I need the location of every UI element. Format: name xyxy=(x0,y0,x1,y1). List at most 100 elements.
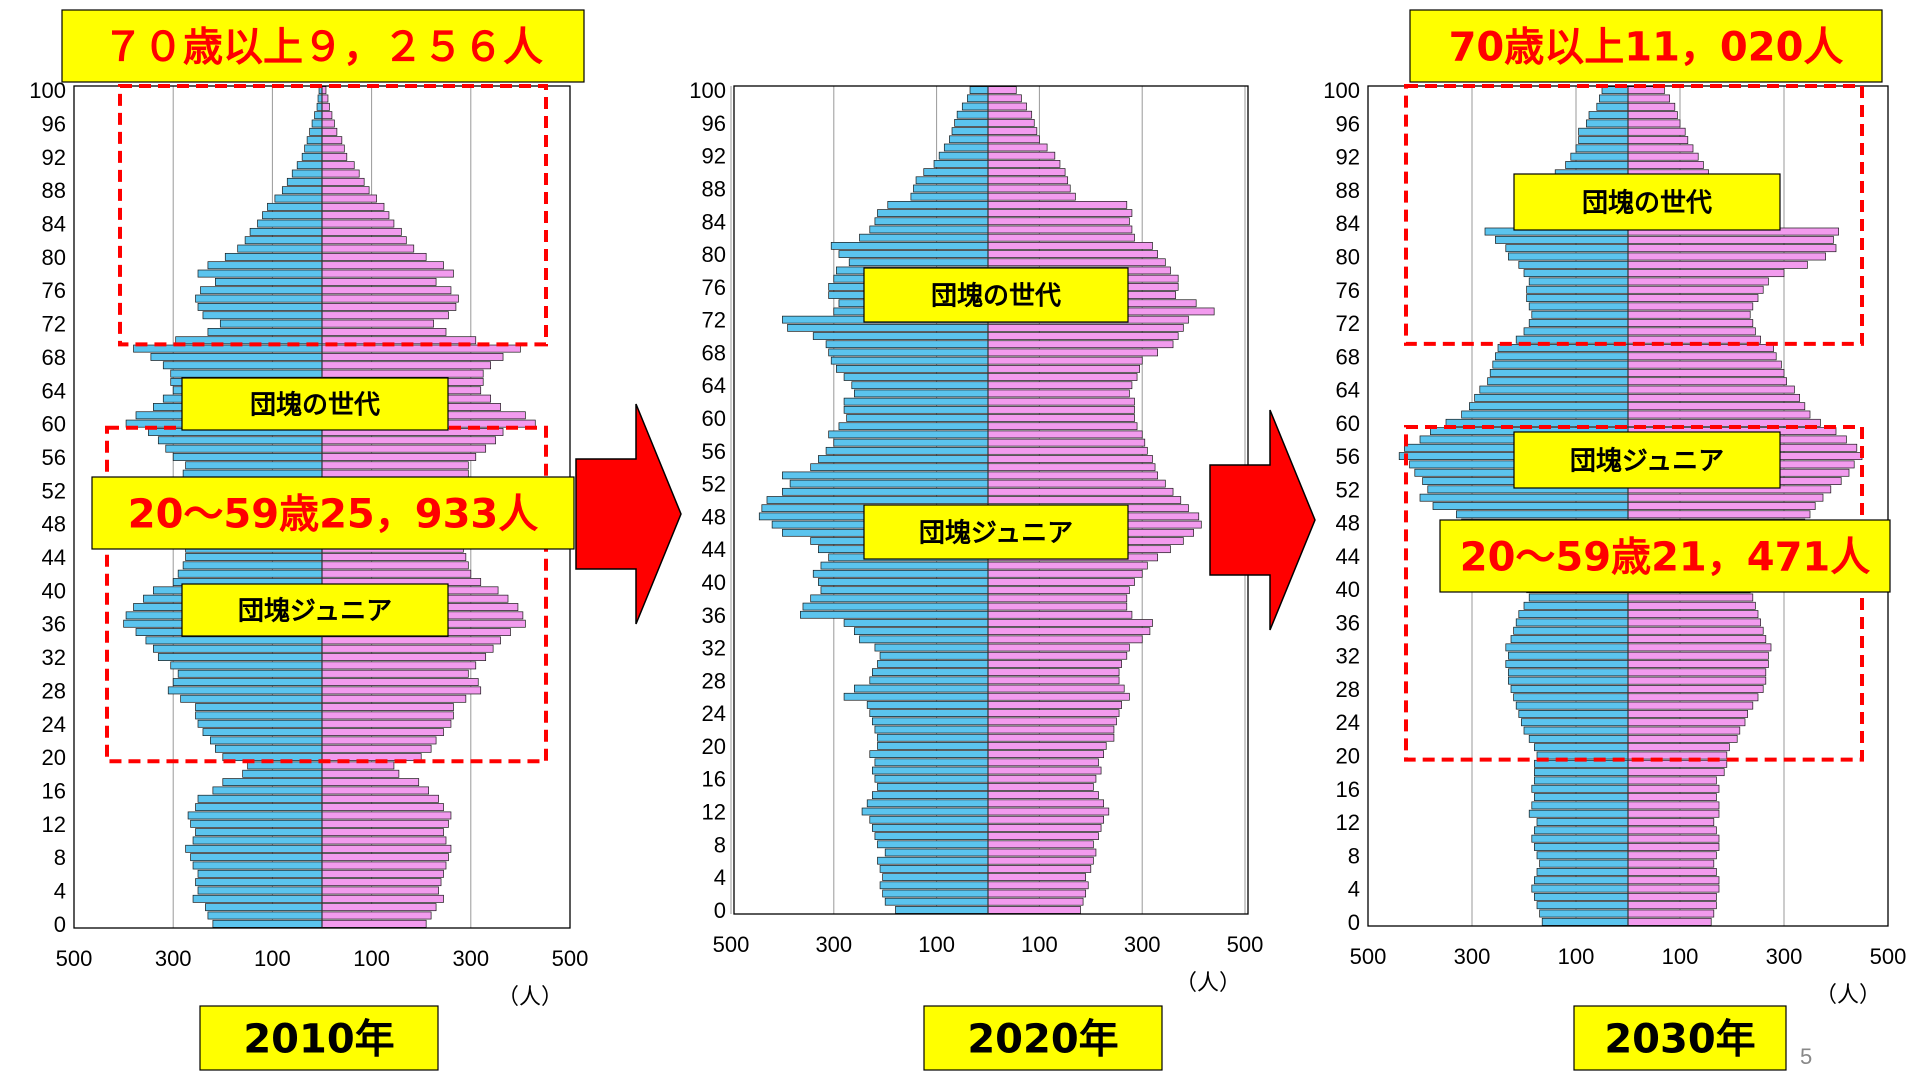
y-tick-label: 32 xyxy=(42,645,66,670)
male-bar xyxy=(825,446,989,455)
female-bar xyxy=(1627,734,1738,743)
female-bar xyxy=(987,127,1038,135)
male-bar xyxy=(1596,102,1629,111)
female-bar xyxy=(321,728,444,737)
y-tick-label: 36 xyxy=(1336,610,1360,635)
female-bar xyxy=(321,319,434,328)
female-bar xyxy=(1627,127,1686,136)
female-bar xyxy=(1627,294,1759,302)
male-bar xyxy=(192,836,323,845)
male-bar xyxy=(1513,626,1629,635)
male-bar xyxy=(210,736,323,745)
male-bar xyxy=(306,136,323,145)
female-bar xyxy=(1627,776,1717,785)
male-bar xyxy=(843,373,989,381)
baby-boomer-label: 団塊の世代 xyxy=(931,281,1061,311)
female-bar xyxy=(321,436,496,445)
male-bar xyxy=(197,886,323,895)
female-bar xyxy=(1627,502,1816,510)
male-bar xyxy=(1534,876,1629,885)
female-bar xyxy=(987,348,1158,357)
female-bar xyxy=(987,733,1115,742)
male-bar xyxy=(1536,901,1629,910)
female-bar xyxy=(321,269,454,278)
male-bar xyxy=(938,151,989,160)
male-bar xyxy=(830,242,989,250)
elderly-count-label: ７０歳以上９，２５６人 xyxy=(103,24,543,70)
x-tick-label: 500 xyxy=(1227,932,1264,957)
male-bar xyxy=(866,701,989,709)
y-tick-label: 68 xyxy=(42,345,66,370)
year-label: 2020年 xyxy=(967,1016,1118,1062)
female-bar xyxy=(321,102,330,111)
male-bar xyxy=(309,127,323,136)
y-tick-label: 76 xyxy=(42,278,66,303)
male-bar xyxy=(1513,693,1629,702)
male-bar xyxy=(871,824,989,832)
female-bar xyxy=(987,684,1125,693)
male-bar xyxy=(812,569,989,578)
male-bar xyxy=(969,86,989,94)
male-bar xyxy=(207,328,323,336)
female-bar xyxy=(321,152,348,161)
female-bar xyxy=(987,201,1128,209)
y-tick-label: 28 xyxy=(702,668,726,693)
female-bar xyxy=(1627,892,1717,901)
male-bar xyxy=(1518,710,1629,718)
female-bar xyxy=(1627,410,1811,419)
male-bar xyxy=(224,252,323,261)
y-tick-label: 76 xyxy=(702,275,726,300)
boomer-junior-label-bg xyxy=(181,583,449,637)
male-bar xyxy=(1536,851,1629,860)
female-bar xyxy=(321,361,491,370)
male-bar xyxy=(237,244,323,253)
female-bar xyxy=(321,169,360,178)
female-bar xyxy=(987,889,1087,898)
male-bar xyxy=(871,766,989,775)
female-bar xyxy=(987,340,1174,349)
female-bar xyxy=(987,873,1087,881)
male-bar xyxy=(212,786,323,795)
male-bar xyxy=(1492,360,1629,369)
female-bar xyxy=(1627,801,1720,810)
male-bar xyxy=(833,438,989,447)
y-tick-label: 28 xyxy=(42,678,66,703)
y-tick-label: 100 xyxy=(29,78,66,103)
x-tick-label: 100 xyxy=(1662,944,1699,969)
male-bar xyxy=(866,799,989,808)
female-bar xyxy=(987,397,1135,406)
male-bar xyxy=(244,236,323,245)
female-bar xyxy=(1627,726,1741,735)
male-bar xyxy=(1419,493,1629,502)
year-label-bg xyxy=(923,1005,1163,1071)
female-bar xyxy=(987,635,1143,644)
female-bar xyxy=(987,840,1094,849)
page-number: 5 xyxy=(1800,1044,1813,1069)
male-bar xyxy=(838,422,989,431)
female-bar xyxy=(321,194,377,203)
male-bar xyxy=(895,906,989,914)
male-bar xyxy=(967,94,989,103)
y-tick-label: 68 xyxy=(702,340,726,365)
male-bar xyxy=(869,676,989,685)
x-tick-label: 100 xyxy=(353,946,390,971)
male-bar xyxy=(871,791,989,799)
x-tick-label: 100 xyxy=(254,946,291,971)
y-tick-label: 16 xyxy=(702,767,726,792)
y-tick-label: 72 xyxy=(42,312,66,337)
male-bar xyxy=(874,725,989,734)
female-bar xyxy=(321,794,439,803)
female-bar xyxy=(1627,793,1717,801)
female-bar xyxy=(321,277,437,286)
female-bar xyxy=(1627,102,1676,111)
baby-boomer-label: 団塊の世代 xyxy=(250,390,380,420)
female-bar xyxy=(987,373,1138,381)
male-bar xyxy=(172,678,323,686)
female-bar xyxy=(321,886,439,895)
male-bar xyxy=(828,430,989,439)
female-bar xyxy=(987,627,1151,636)
female-bar xyxy=(321,119,335,128)
female-bar xyxy=(1627,618,1761,627)
male-bar xyxy=(207,911,323,920)
male-bar xyxy=(1508,252,1629,261)
